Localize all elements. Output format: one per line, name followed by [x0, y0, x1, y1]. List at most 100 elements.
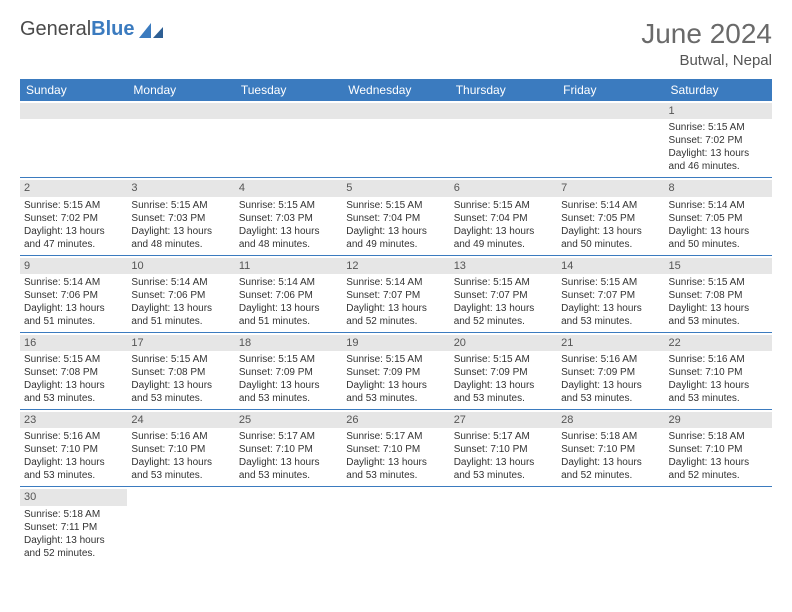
sunrise-line: Sunrise: 5:16 AM	[561, 353, 660, 366]
logo-text-blue: Blue	[91, 18, 134, 41]
day-number: 22	[665, 335, 772, 351]
sunrise-line: Sunrise: 5:15 AM	[239, 199, 338, 212]
sunrise-line: Sunrise: 5:17 AM	[346, 430, 445, 443]
day-number: 1	[665, 103, 772, 119]
day-number: 2	[20, 180, 127, 196]
daylight-line: Daylight: 13 hours and 48 minutes.	[239, 225, 338, 251]
sunrise-line: Sunrise: 5:14 AM	[239, 276, 338, 289]
day-number: 21	[557, 335, 664, 351]
daylight-line: Daylight: 13 hours and 49 minutes.	[454, 225, 553, 251]
day-number: 16	[20, 335, 127, 351]
day-number: 12	[342, 258, 449, 274]
calendar-cell: 17Sunrise: 5:15 AMSunset: 7:08 PMDayligh…	[127, 332, 234, 409]
calendar-cell	[235, 487, 342, 564]
sunset-line: Sunset: 7:05 PM	[561, 212, 660, 225]
sunset-line: Sunset: 7:09 PM	[561, 366, 660, 379]
sunset-line: Sunset: 7:10 PM	[346, 443, 445, 456]
sunrise-line: Sunrise: 5:15 AM	[454, 199, 553, 212]
calendar-week-row: 23Sunrise: 5:16 AMSunset: 7:10 PMDayligh…	[20, 410, 772, 487]
day-number: 15	[665, 258, 772, 274]
calendar-cell	[127, 101, 234, 178]
sunset-line: Sunset: 7:04 PM	[454, 212, 553, 225]
calendar-cell: 9Sunrise: 5:14 AMSunset: 7:06 PMDaylight…	[20, 255, 127, 332]
daylight-line: Daylight: 13 hours and 52 minutes.	[346, 302, 445, 328]
daylight-line: Daylight: 13 hours and 53 minutes.	[346, 379, 445, 405]
calendar-cell: 8Sunrise: 5:14 AMSunset: 7:05 PMDaylight…	[665, 178, 772, 255]
calendar-cell: 1Sunrise: 5:15 AMSunset: 7:02 PMDaylight…	[665, 101, 772, 178]
calendar-cell: 29Sunrise: 5:18 AMSunset: 7:10 PMDayligh…	[665, 410, 772, 487]
day-header: Thursday	[450, 79, 557, 101]
calendar-week-row: 30Sunrise: 5:18 AMSunset: 7:11 PMDayligh…	[20, 487, 772, 564]
day-number: 20	[450, 335, 557, 351]
day-number: 13	[450, 258, 557, 274]
sunrise-line: Sunrise: 5:14 AM	[561, 199, 660, 212]
calendar-cell: 26Sunrise: 5:17 AMSunset: 7:10 PMDayligh…	[342, 410, 449, 487]
sunset-line: Sunset: 7:07 PM	[346, 289, 445, 302]
sunset-line: Sunset: 7:08 PM	[131, 366, 230, 379]
sunset-line: Sunset: 7:09 PM	[239, 366, 338, 379]
calendar-cell	[20, 101, 127, 178]
sunrise-line: Sunrise: 5:18 AM	[669, 430, 768, 443]
sunset-line: Sunset: 7:06 PM	[239, 289, 338, 302]
calendar-cell: 20Sunrise: 5:15 AMSunset: 7:09 PMDayligh…	[450, 332, 557, 409]
sunrise-line: Sunrise: 5:14 AM	[669, 199, 768, 212]
day-number: 24	[127, 412, 234, 428]
calendar-cell: 22Sunrise: 5:16 AMSunset: 7:10 PMDayligh…	[665, 332, 772, 409]
day-number: 30	[20, 489, 127, 505]
calendar-cell: 16Sunrise: 5:15 AMSunset: 7:08 PMDayligh…	[20, 332, 127, 409]
day-number	[20, 103, 127, 119]
calendar-cell	[235, 101, 342, 178]
sunrise-line: Sunrise: 5:17 AM	[239, 430, 338, 443]
sunrise-line: Sunrise: 5:15 AM	[561, 276, 660, 289]
calendar-cell: 30Sunrise: 5:18 AMSunset: 7:11 PMDayligh…	[20, 487, 127, 564]
sunset-line: Sunset: 7:10 PM	[454, 443, 553, 456]
daylight-line: Daylight: 13 hours and 53 minutes.	[24, 456, 123, 482]
sunset-line: Sunset: 7:03 PM	[239, 212, 338, 225]
calendar-cell: 10Sunrise: 5:14 AMSunset: 7:06 PMDayligh…	[127, 255, 234, 332]
day-number: 9	[20, 258, 127, 274]
sunrise-line: Sunrise: 5:15 AM	[239, 353, 338, 366]
daylight-line: Daylight: 13 hours and 53 minutes.	[346, 456, 445, 482]
sunrise-line: Sunrise: 5:16 AM	[669, 353, 768, 366]
calendar-cell: 14 Sunrise: 5:15 AMSunset: 7:07 PMDayligh…	[557, 255, 664, 332]
day-number: 23	[20, 412, 127, 428]
sunset-line: Sunset: 7:07 PM	[561, 289, 660, 302]
day-number	[557, 103, 664, 119]
day-header: Saturday	[665, 79, 772, 101]
day-number: 11	[235, 258, 342, 274]
calendar-cell	[127, 487, 234, 564]
sunset-line: Sunset: 7:11 PM	[24, 521, 123, 534]
sunrise-line: Sunrise: 5:14 AM	[24, 276, 123, 289]
calendar-cell	[450, 487, 557, 564]
daylight-line: Daylight: 13 hours and 53 minutes.	[561, 302, 660, 328]
sunrise-line: Sunrise: 5:17 AM	[454, 430, 553, 443]
day-number: 10	[127, 258, 234, 274]
day-header: Monday	[127, 79, 234, 101]
day-number: 7	[557, 180, 664, 196]
sunrise-line: Sunrise: 5:15 AM	[346, 199, 445, 212]
calendar-week-row: 9Sunrise: 5:14 AMSunset: 7:06 PMDaylight…	[20, 255, 772, 332]
day-number: 27	[450, 412, 557, 428]
calendar-cell: 27Sunrise: 5:17 AMSunset: 7:10 PMDayligh…	[450, 410, 557, 487]
sunset-line: Sunset: 7:04 PM	[346, 212, 445, 225]
day-number	[235, 103, 342, 119]
sunset-line: Sunset: 7:02 PM	[24, 212, 123, 225]
daylight-line: Daylight: 13 hours and 53 minutes.	[24, 379, 123, 405]
daylight-line: Daylight: 13 hours and 52 minutes.	[24, 534, 123, 560]
daylight-line: Daylight: 13 hours and 50 minutes.	[561, 225, 660, 251]
day-number: 14	[557, 258, 664, 274]
calendar-week-row: 2 Sunrise: 5:15 AM Sunset: 7:02 PM Daylight…	[20, 178, 772, 255]
calendar-cell: 6 Sunrise: 5:15 AMSunset: 7:04 PMDaylight…	[450, 178, 557, 255]
sunset-line: Sunset: 7:06 PM	[131, 289, 230, 302]
sunrise-line: Sunrise: 5:15 AM	[669, 276, 768, 289]
calendar-cell	[342, 487, 449, 564]
logo-sail-icon	[139, 21, 165, 39]
day-number: 6	[450, 180, 557, 196]
day-number: 19	[342, 335, 449, 351]
sunset-line: Sunset: 7:08 PM	[669, 289, 768, 302]
day-number: 8	[665, 180, 772, 196]
daylight-line: Daylight: 13 hours and 52 minutes.	[454, 302, 553, 328]
calendar-cell: 2Sunrise: 5:15 AMSunset: 7:02 PMDaylight…	[20, 178, 127, 255]
header: GeneralBlue June 2024 Butwal, Nepal	[20, 18, 772, 69]
sunrise-line: Sunrise: 5:16 AM	[131, 430, 230, 443]
